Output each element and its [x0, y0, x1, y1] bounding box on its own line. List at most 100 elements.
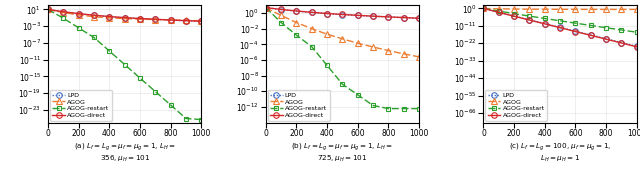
AGOG	[510, 8, 518, 10]
AGOG-restart	[339, 83, 346, 85]
AGOG	[75, 14, 83, 16]
AGOG	[121, 18, 129, 20]
AGOG	[60, 12, 67, 14]
AGOG-restart	[525, 15, 533, 17]
AGOG-restart	[60, 17, 67, 19]
AGOG	[541, 8, 548, 10]
LPD	[479, 7, 487, 9]
AGOG-restart	[541, 18, 548, 20]
AGOG-restart	[556, 20, 564, 22]
Line: AGOG-direct: AGOG-direct	[481, 6, 639, 50]
LPD	[198, 20, 205, 22]
LPD	[541, 23, 548, 25]
AGOG-restart	[308, 46, 316, 48]
LPD	[262, 6, 269, 9]
LPD	[525, 19, 533, 21]
AGOG-direct	[385, 16, 392, 18]
AGOG-restart	[75, 27, 83, 29]
AGOG-restart	[385, 108, 392, 110]
AGOG-direct	[277, 8, 285, 10]
AGOG	[587, 8, 595, 10]
AGOG-restart	[415, 108, 423, 110]
AGOG-restart	[323, 64, 331, 67]
AGOG-direct	[106, 16, 113, 18]
AGOG	[415, 56, 423, 58]
AGOG-direct	[44, 8, 52, 10]
X-axis label: (c) $L_f = L_g = 100$, $\mu_f = \mu_g = 1$,
$L_H = \mu_H = 1$: (c) $L_f = L_g = 100$, $\mu_f = \mu_g = …	[509, 141, 611, 164]
AGOG-direct	[525, 19, 533, 21]
LPD	[90, 14, 98, 16]
AGOG-direct	[339, 13, 346, 16]
AGOG-restart	[262, 6, 269, 9]
AGOG	[323, 33, 331, 35]
Line: AGOG: AGOG	[263, 5, 422, 60]
AGOG	[495, 8, 502, 10]
AGOG-direct	[262, 6, 269, 9]
LPD	[292, 10, 300, 12]
AGOG	[354, 42, 362, 44]
AGOG-restart	[167, 104, 175, 106]
AGOG	[369, 46, 377, 48]
AGOG-direct	[136, 18, 144, 20]
Line: AGOG: AGOG	[481, 6, 639, 12]
AGOG-direct	[587, 34, 595, 36]
AGOG	[525, 8, 533, 10]
LPD	[44, 8, 52, 10]
AGOG	[167, 19, 175, 21]
AGOG-restart	[106, 50, 113, 52]
AGOG-restart	[292, 34, 300, 36]
AGOG-direct	[541, 23, 548, 25]
AGOG	[90, 16, 98, 18]
AGOG	[277, 14, 285, 16]
Line: AGOG-restart: AGOG-restart	[45, 7, 204, 122]
LPD	[277, 9, 285, 11]
Line: AGOG-direct: AGOG-direct	[45, 7, 204, 24]
AGOG-direct	[633, 46, 640, 48]
LPD	[495, 11, 502, 13]
LPD	[75, 13, 83, 15]
AGOG-restart	[90, 36, 98, 38]
AGOG-direct	[60, 11, 67, 13]
AGOG-direct	[415, 17, 423, 19]
Line: AGOG-restart: AGOG-restart	[481, 6, 639, 35]
AGOG-direct	[556, 27, 564, 29]
LPD	[633, 45, 640, 47]
X-axis label: (b) $L_f = L_g = \mu_f = \mu_g = 1$, $L_H =$
$725, \mu_H = 101$: (b) $L_f = L_g = \mu_f = \mu_g = 1$, $L_…	[291, 141, 394, 164]
LPD	[354, 14, 362, 16]
AGOG	[479, 7, 487, 9]
Line: AGOG-direct: AGOG-direct	[263, 5, 422, 21]
AGOG-direct	[167, 19, 175, 21]
AGOG-direct	[479, 7, 487, 9]
LPD	[167, 19, 175, 21]
AGOG-direct	[90, 14, 98, 16]
Legend: LPD, AGOG, AGOG-restart, AGOG-direct: LPD, AGOG, AGOG-restart, AGOG-direct	[268, 90, 330, 121]
AGOG-direct	[152, 18, 159, 20]
LPD	[510, 15, 518, 17]
AGOG-direct	[602, 38, 610, 40]
AGOG-direct	[308, 11, 316, 13]
Legend: LPD, AGOG, AGOG-restart, AGOG-direct: LPD, AGOG, AGOG-restart, AGOG-direct	[50, 90, 112, 121]
AGOG	[339, 38, 346, 40]
AGOG	[385, 50, 392, 52]
AGOG-restart	[618, 29, 625, 31]
LPD	[106, 16, 113, 18]
AGOG-restart	[152, 90, 159, 93]
LPD	[385, 16, 392, 18]
LPD	[323, 13, 331, 15]
AGOG	[106, 17, 113, 19]
AGOG-direct	[354, 14, 362, 16]
Line: LPD: LPD	[263, 5, 422, 21]
AGOG	[136, 18, 144, 20]
X-axis label: (a) $L_f = L_g = \mu_f = \mu_g = 1$, $L_H =$
$356, \mu_H = 101$: (a) $L_f = L_g = \mu_f = \mu_g = 1$, $L_…	[74, 141, 176, 164]
AGOG-restart	[479, 7, 487, 9]
AGOG-direct	[495, 11, 502, 13]
AGOG	[400, 53, 408, 55]
AGOG-restart	[182, 117, 190, 120]
AGOG	[556, 8, 564, 10]
AGOG-direct	[510, 15, 518, 17]
AGOG-direct	[400, 16, 408, 19]
AGOG-restart	[602, 27, 610, 29]
AGOG-restart	[633, 31, 640, 33]
Line: LPD: LPD	[45, 7, 204, 24]
AGOG	[633, 8, 640, 10]
